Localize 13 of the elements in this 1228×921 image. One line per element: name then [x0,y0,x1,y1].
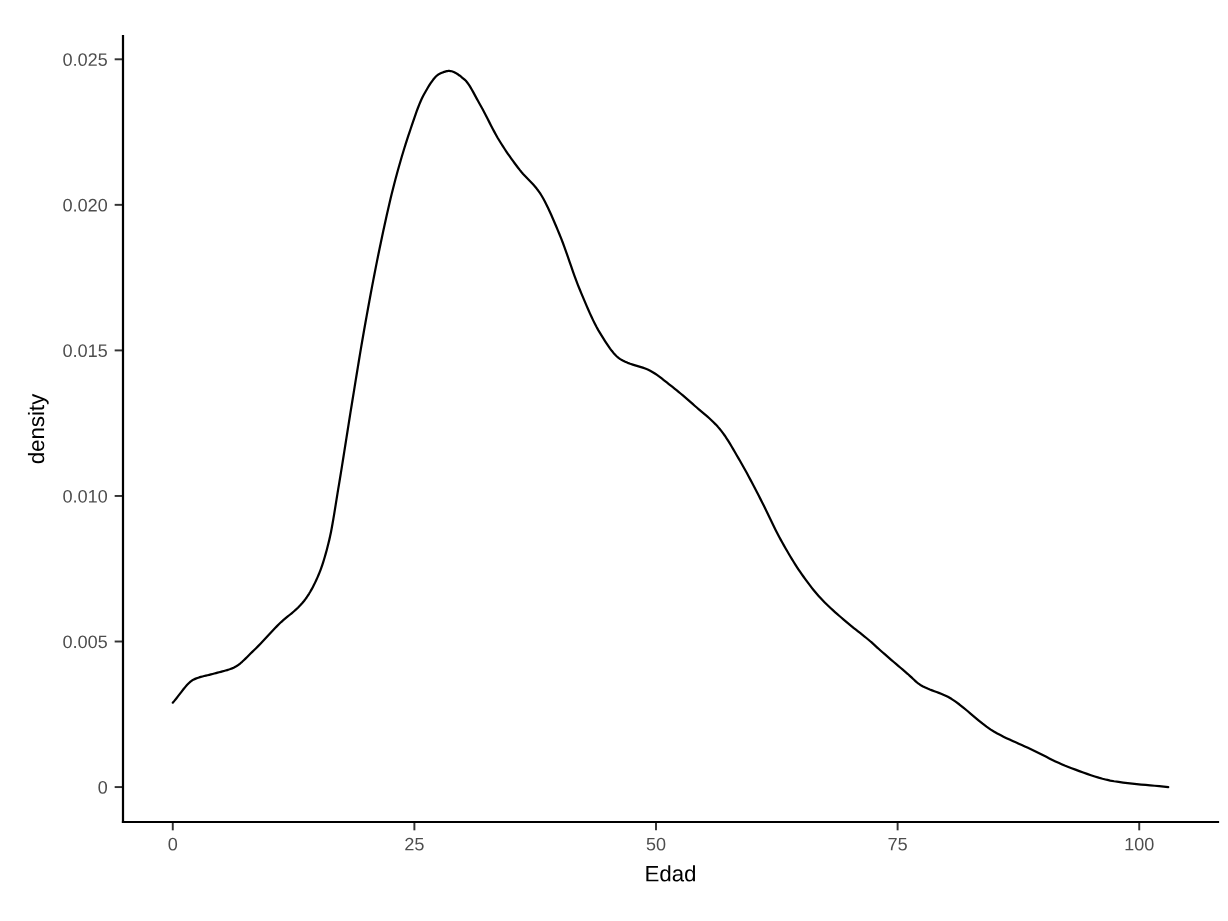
y-tick-label: 0.010 [63,489,108,503]
y-axis-title: density [27,393,49,464]
y-tick-label: 0.025 [63,53,107,67]
y-tick-label: 0 [98,781,108,794]
y-tick-label: 0.020 [63,198,108,212]
x-axis-title: Edad [646,865,696,882]
x-tick-label: 75 [888,837,907,851]
x-tick-label: 100 [1125,837,1154,851]
x-tick-label: 25 [405,837,424,851]
x-tick-label: 50 [646,837,666,851]
x-tick-label: 0 [168,837,178,851]
y-tick-label: 0.015 [63,344,107,358]
y-tick-label: 0.005 [63,635,107,649]
